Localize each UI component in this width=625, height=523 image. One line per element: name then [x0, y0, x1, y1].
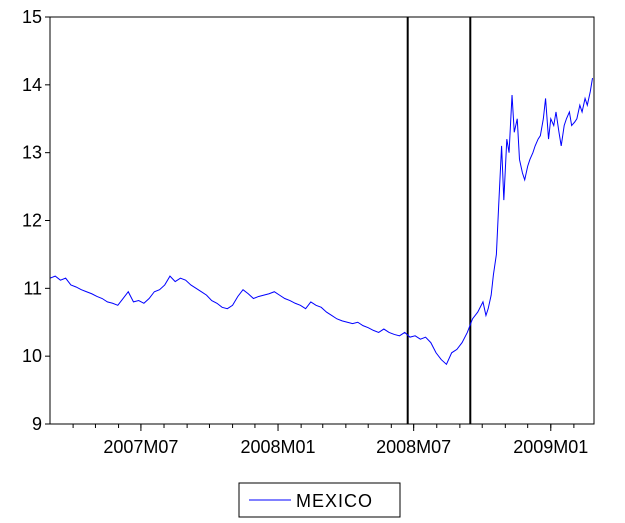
x-tick-label: 2007M07: [103, 437, 178, 457]
x-tick-label: 2008M07: [376, 437, 451, 457]
y-tick-label: 11: [23, 278, 42, 298]
plot-frame: [49, 16, 595, 425]
event-lines: [406, 17, 472, 424]
y-tick-label: 14: [22, 75, 42, 95]
y-tick-label: 15: [22, 7, 42, 27]
y-tick-label: 12: [22, 211, 42, 231]
legend-label: MEXICO: [296, 491, 373, 511]
series-line-mexico: [49, 77, 594, 366]
x-tick-label: 2009M01: [513, 437, 588, 457]
y-tick-label: 9: [32, 414, 42, 434]
y-tick-label: 13: [22, 143, 42, 163]
y-tick-label: 10: [22, 346, 42, 366]
x-tick-label: 2008M01: [241, 437, 316, 457]
x-axis: 2007M07 2008M01 2008M07 2009M01: [72, 424, 588, 457]
y-axis: 9 10 11 12 13 14 15: [22, 7, 50, 434]
legend: MEXICO: [238, 482, 401, 518]
